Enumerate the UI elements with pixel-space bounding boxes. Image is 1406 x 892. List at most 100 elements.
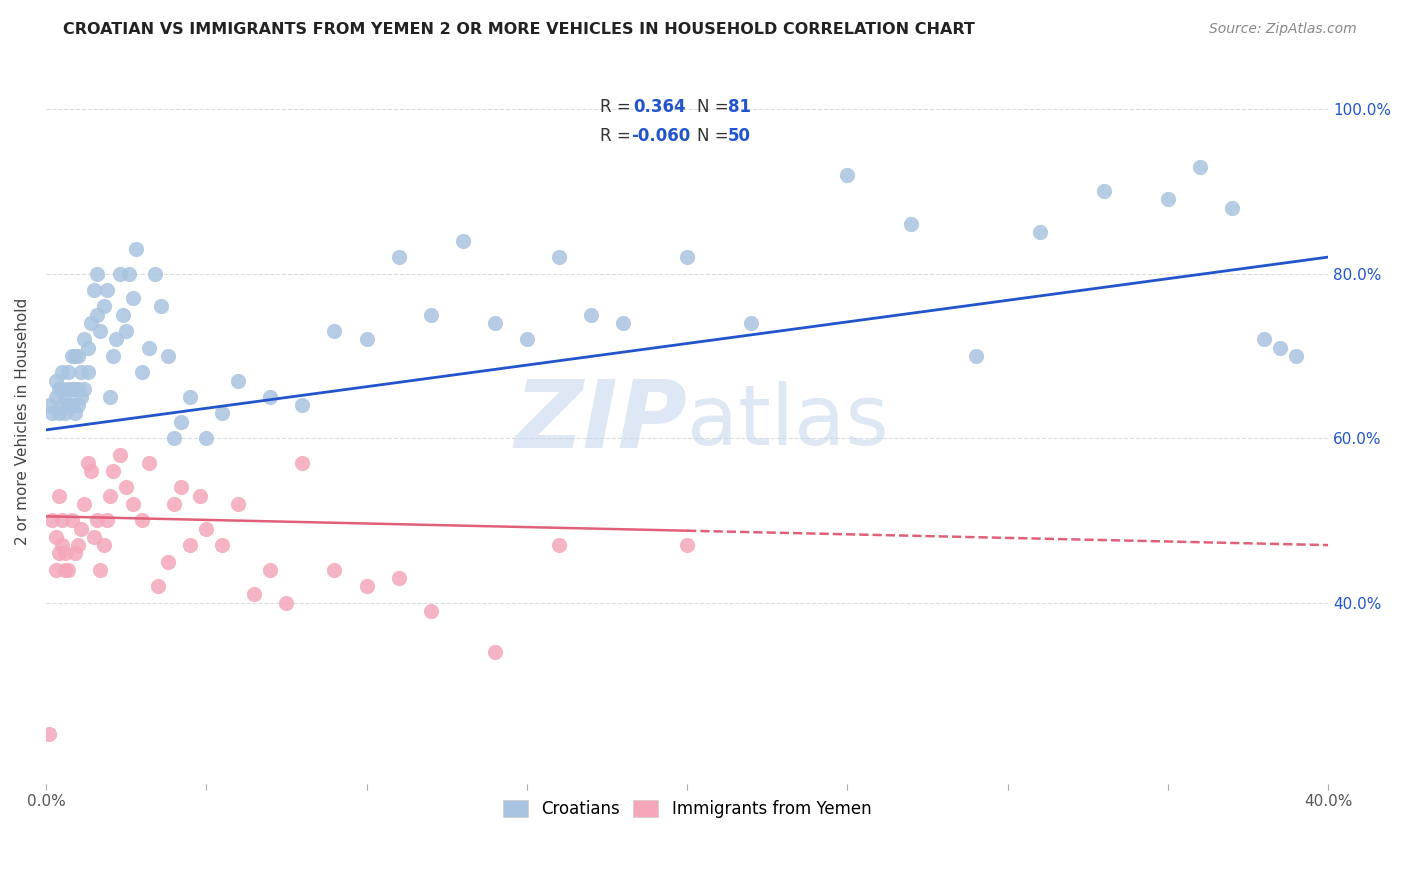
Point — [53, 390, 76, 404]
Point — [387, 571, 409, 585]
Point — [419, 604, 441, 618]
Point — [58, 365, 80, 379]
Point — [131, 365, 153, 379]
Point — [837, 168, 859, 182]
Point — [48, 546, 70, 560]
Point — [169, 481, 191, 495]
Point — [45, 374, 67, 388]
Point — [121, 497, 143, 511]
Point — [291, 456, 314, 470]
Point — [53, 406, 76, 420]
Point — [740, 316, 762, 330]
Text: R =: R = — [600, 97, 631, 116]
Point — [58, 382, 80, 396]
Text: N =: N = — [697, 97, 728, 116]
Point — [195, 431, 218, 445]
Point — [51, 382, 73, 396]
Point — [98, 489, 121, 503]
Point — [45, 563, 67, 577]
Point — [58, 398, 80, 412]
Point — [259, 563, 281, 577]
Point — [73, 382, 96, 396]
Point — [73, 497, 96, 511]
Point — [484, 645, 506, 659]
Point — [156, 349, 179, 363]
Point — [547, 538, 569, 552]
Point — [80, 464, 103, 478]
Point — [1220, 201, 1243, 215]
Point — [63, 382, 86, 396]
Point — [63, 406, 86, 420]
Point — [60, 349, 83, 363]
Text: CROATIAN VS IMMIGRANTS FROM YEMEN 2 OR MORE VEHICLES IN HOUSEHOLD CORRELATION CH: CROATIAN VS IMMIGRANTS FROM YEMEN 2 OR M… — [63, 22, 976, 37]
Point — [108, 448, 131, 462]
Point — [243, 587, 266, 601]
Text: ZIP: ZIP — [515, 376, 688, 467]
Point — [356, 332, 378, 346]
Point — [89, 563, 111, 577]
Point — [53, 563, 76, 577]
Point — [150, 300, 173, 314]
Point — [103, 464, 125, 478]
Point — [58, 563, 80, 577]
Point — [169, 415, 191, 429]
Point — [1188, 160, 1211, 174]
Point — [1157, 193, 1180, 207]
Point — [83, 530, 105, 544]
Point — [51, 513, 73, 527]
Point — [143, 267, 166, 281]
Point — [76, 365, 98, 379]
Point — [1092, 184, 1115, 198]
Point — [211, 406, 233, 420]
Point — [70, 522, 93, 536]
Point — [138, 456, 160, 470]
Point — [121, 291, 143, 305]
Point — [111, 308, 134, 322]
Point — [83, 283, 105, 297]
Point — [60, 513, 83, 527]
Point — [547, 250, 569, 264]
Point — [103, 349, 125, 363]
Point — [48, 489, 70, 503]
Point — [48, 382, 70, 396]
Point — [1285, 349, 1308, 363]
Point — [676, 250, 699, 264]
Point — [125, 242, 148, 256]
Text: R =: R = — [600, 127, 631, 145]
Point — [484, 316, 506, 330]
Point — [93, 300, 115, 314]
Point — [195, 522, 218, 536]
Point — [63, 349, 86, 363]
Point — [105, 332, 128, 346]
Point — [965, 349, 987, 363]
Point — [131, 513, 153, 527]
Text: 0.364: 0.364 — [633, 97, 686, 116]
Point — [516, 332, 538, 346]
Point — [163, 497, 186, 511]
Point — [48, 406, 70, 420]
Point — [60, 382, 83, 396]
Point — [66, 538, 89, 552]
Point — [1028, 226, 1050, 240]
Point — [579, 308, 602, 322]
Point — [259, 390, 281, 404]
Point — [38, 398, 60, 412]
Point — [98, 390, 121, 404]
Point — [70, 390, 93, 404]
Point — [66, 398, 89, 412]
Point — [51, 538, 73, 552]
Point — [226, 374, 249, 388]
Point — [86, 267, 108, 281]
Point — [108, 267, 131, 281]
Point — [66, 349, 89, 363]
Point — [419, 308, 441, 322]
Point — [38, 727, 60, 741]
Point — [323, 324, 346, 338]
Point — [86, 513, 108, 527]
Point — [163, 431, 186, 445]
Y-axis label: 2 or more Vehicles in Household: 2 or more Vehicles in Household — [15, 298, 30, 545]
Point — [66, 382, 89, 396]
Point — [118, 267, 141, 281]
Point — [115, 324, 138, 338]
Point — [93, 538, 115, 552]
